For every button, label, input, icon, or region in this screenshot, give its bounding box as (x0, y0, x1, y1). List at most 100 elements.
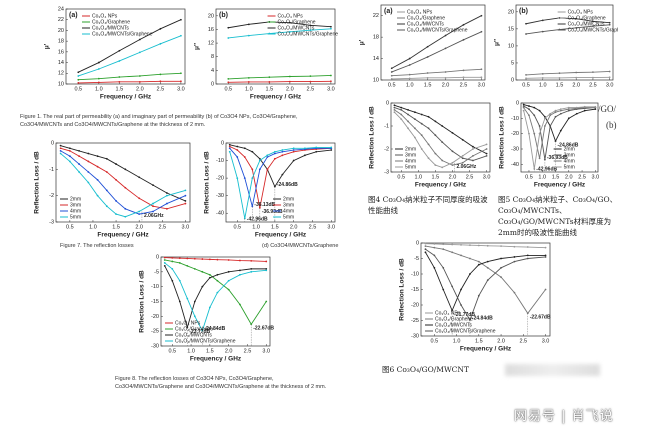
point (288, 21, 291, 24)
legend-label: 4mm (70, 208, 81, 214)
point (400, 106, 403, 109)
point (400, 118, 403, 120)
y-axis-label: Reflection Loss / dB (369, 106, 376, 169)
point (239, 259, 241, 262)
point (413, 136, 416, 139)
point (424, 248, 427, 251)
point (460, 243, 462, 246)
series-line (391, 31, 482, 73)
point (115, 178, 117, 181)
point (427, 115, 430, 118)
point (480, 14, 483, 17)
legend-label: 3mm (564, 152, 575, 158)
point (87, 152, 90, 155)
point (433, 243, 436, 245)
legend-label: 5mm (283, 214, 294, 220)
point (592, 20, 594, 23)
annotation: -42.96dB (247, 216, 268, 222)
y-tick-label: 0 (221, 140, 224, 146)
x-tick-label: 1.5 (266, 86, 274, 92)
point (544, 256, 547, 258)
point (393, 106, 396, 109)
point (594, 105, 597, 108)
legend-label: Co₃O₄/Graphene (92, 19, 130, 25)
point (543, 115, 546, 118)
x-tick-label: 3.0 (177, 86, 185, 92)
y-tick-label: 0 (511, 77, 514, 83)
point (250, 267, 253, 270)
x-tick-label: 2.5 (466, 174, 474, 180)
x-tick-label: 2.5 (460, 82, 468, 88)
series-line (391, 15, 482, 69)
point (554, 109, 557, 112)
point (138, 197, 141, 200)
point (179, 80, 182, 83)
x-tick-label: 1.0 (414, 174, 422, 180)
point (78, 163, 81, 165)
point (522, 103, 525, 106)
chart: 0.5 1.0 1.5 2.0 2.5 3.0 0 -1 -2 -3 Frequency / GHz… (369, 100, 491, 188)
point (178, 300, 181, 303)
x-tick-label: 1.5 (424, 82, 432, 88)
point (292, 149, 295, 151)
x-tick-label: 1.0 (453, 338, 461, 344)
point (444, 34, 447, 37)
point (426, 56, 429, 58)
point (178, 262, 181, 264)
point (426, 76, 429, 79)
x-tick-label: 2.5 (578, 174, 586, 180)
chart: 0.5 1.0 1.5 2.0 2.5 3.0 0 -5 -10 -15 -20 -25 -30 Freq… (139, 254, 275, 362)
series-line (164, 259, 267, 326)
point (118, 76, 121, 78)
point (538, 157, 541, 160)
point (268, 81, 271, 83)
point (393, 109, 396, 111)
y-tick-label: -1 (49, 167, 54, 173)
point (239, 303, 241, 306)
x-tick-label: 2.5 (307, 86, 315, 92)
point (251, 168, 254, 171)
y-tick-label: 14 (373, 56, 379, 62)
series-line (523, 104, 596, 143)
legend-label: Co₃O₄/Graphene (568, 15, 606, 21)
point (68, 150, 71, 152)
x-tick-label: 0.5 (397, 174, 405, 180)
point (227, 279, 230, 282)
x-tick-label: 2.5 (157, 86, 165, 92)
y-tick-label: -10 (216, 158, 224, 164)
series-line (394, 109, 487, 166)
legend-label: Co₃O₄/MWCNTs/Graphene (278, 31, 339, 37)
point (273, 185, 276, 188)
legend-label: Co₃O₄/Graphene (407, 15, 445, 21)
x-tick-label: 3.0 (606, 82, 614, 88)
point (216, 291, 219, 294)
x-tick-label: 1.5 (475, 338, 483, 344)
series-line (78, 35, 182, 77)
point (461, 161, 464, 164)
point (329, 80, 332, 83)
point (424, 251, 427, 254)
point (124, 207, 127, 210)
point (159, 73, 162, 76)
point (434, 152, 437, 155)
point (451, 251, 454, 254)
point (227, 259, 230, 261)
y-tick-label: -1 (384, 123, 389, 129)
point (413, 118, 416, 120)
point (138, 75, 141, 77)
point (163, 256, 166, 259)
figure-caption: Figure 8. The reflection losses of Co3O4… (115, 376, 327, 390)
point (390, 74, 393, 77)
y-axis-label: Reflection Loss / dB (204, 151, 211, 214)
point (227, 270, 230, 273)
point (477, 294, 480, 297)
y-tick-label: 16 (208, 27, 214, 33)
point (165, 207, 168, 210)
point (433, 246, 436, 249)
panel-label: (a) (384, 8, 393, 15)
point (544, 254, 547, 257)
point (533, 132, 536, 135)
x-tick-label: 1.5 (271, 224, 279, 230)
annotation: -24.86dB (558, 142, 579, 148)
point (171, 267, 174, 270)
